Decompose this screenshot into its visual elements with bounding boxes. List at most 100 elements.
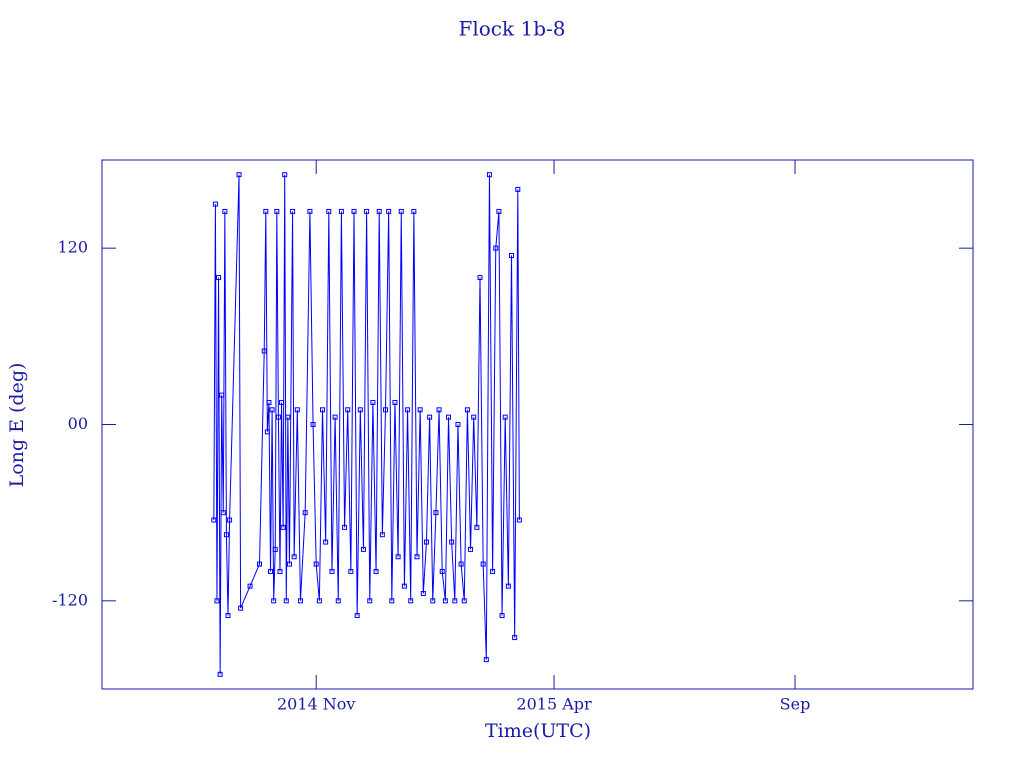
data-point <box>423 539 429 545</box>
data-point <box>211 517 217 523</box>
data-point <box>367 598 373 604</box>
data-point <box>219 392 225 398</box>
data-point <box>468 546 474 552</box>
series-line <box>213 174 520 675</box>
data-point <box>216 275 222 281</box>
data-point <box>515 186 521 192</box>
data-point <box>269 407 275 413</box>
data-point <box>389 598 395 604</box>
data-point <box>214 598 220 604</box>
data-point <box>505 583 511 589</box>
data-point <box>483 657 489 663</box>
data-point <box>474 524 480 530</box>
data-point <box>345 407 351 413</box>
data-point <box>264 429 270 435</box>
data-point <box>383 407 389 413</box>
data-point <box>316 598 322 604</box>
data-point <box>464 407 470 413</box>
data-point <box>257 561 263 567</box>
data-point <box>386 208 392 214</box>
data-point <box>297 598 303 604</box>
plot-area <box>211 172 522 677</box>
data-point <box>471 414 477 420</box>
data-point <box>338 208 344 214</box>
data-point <box>373 568 379 574</box>
data-point <box>351 208 357 214</box>
data-point <box>271 598 277 604</box>
data-point <box>280 524 286 530</box>
data-point <box>405 407 411 413</box>
data-point <box>247 583 253 589</box>
data-point <box>370 399 376 405</box>
data-point <box>477 275 483 281</box>
data-point <box>379 532 385 538</box>
data-point <box>348 568 354 574</box>
data-point <box>261 348 267 354</box>
data-point <box>274 208 280 214</box>
data-point <box>217 671 223 677</box>
data-point <box>335 598 341 604</box>
data-point <box>439 568 445 574</box>
data-point <box>222 208 228 214</box>
x-tick-label: Sep <box>780 695 811 714</box>
data-point <box>212 201 218 207</box>
data-point <box>272 546 278 552</box>
data-point <box>286 561 292 567</box>
data-point <box>275 414 281 420</box>
data-point <box>461 598 467 604</box>
data-point <box>268 568 274 574</box>
chart-title: Flock 1b-8 <box>458 17 565 41</box>
data-point <box>329 568 335 574</box>
data-point <box>291 554 297 560</box>
data-point <box>332 414 338 420</box>
data-point <box>307 208 313 214</box>
y-tick-label: 120 <box>57 238 88 257</box>
data-point <box>342 524 348 530</box>
data-point <box>398 208 404 214</box>
data-point <box>277 568 283 574</box>
data-point <box>452 598 458 604</box>
data-point <box>414 554 420 560</box>
data-point <box>490 568 496 574</box>
data-point <box>360 546 366 552</box>
data-point <box>310 422 316 427</box>
data-point <box>458 561 464 567</box>
data-point <box>323 539 329 545</box>
data-point <box>446 414 452 420</box>
data-point <box>430 598 436 604</box>
data-point <box>509 253 515 259</box>
data-point <box>225 613 231 619</box>
y-tick-label: -120 <box>52 590 88 609</box>
data-point <box>236 172 242 178</box>
data-point <box>290 208 296 214</box>
data-point <box>294 407 300 413</box>
data-point <box>376 208 382 214</box>
data-point <box>417 407 423 413</box>
data-point <box>427 414 433 420</box>
x-tick-label: 2015 Apr <box>516 695 592 714</box>
data-point <box>326 208 332 214</box>
data-point <box>320 407 326 413</box>
data-point <box>238 605 244 611</box>
data-point <box>496 208 502 214</box>
data-point <box>392 399 398 405</box>
y-tick-label: 00 <box>68 414 88 433</box>
x-axis-label: Time(UTC) <box>485 720 591 742</box>
data-point <box>395 554 401 560</box>
y-axis-label: Long E (deg) <box>6 363 28 488</box>
data-point <box>512 635 518 641</box>
data-point <box>480 561 486 567</box>
data-point <box>442 598 448 604</box>
data-point <box>282 172 288 178</box>
data-point <box>223 532 229 538</box>
x-tick-label: 2014 Nov <box>277 695 355 714</box>
data-point <box>436 407 442 413</box>
data-point <box>401 583 407 589</box>
data-point <box>279 399 285 405</box>
data-point <box>486 172 492 178</box>
data-point <box>516 517 522 523</box>
data-point <box>263 208 269 214</box>
data-point <box>420 590 426 596</box>
